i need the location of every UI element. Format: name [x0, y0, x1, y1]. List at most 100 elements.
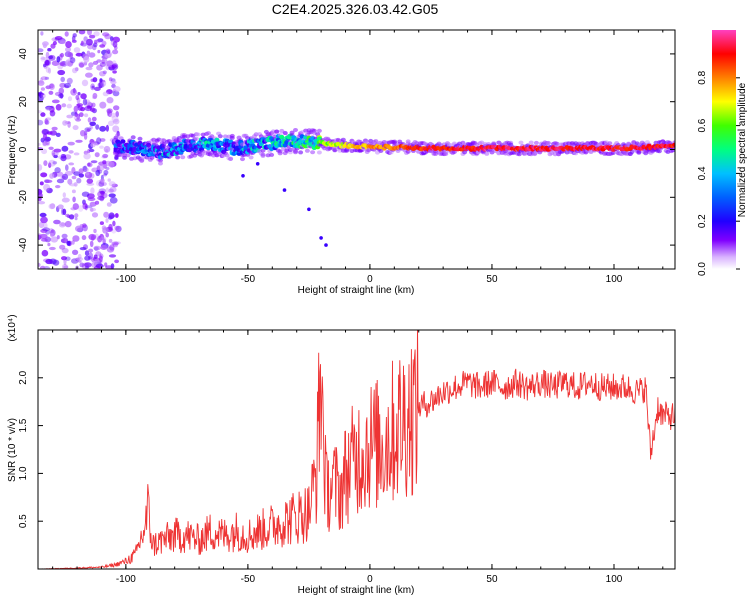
noise-cell	[38, 142, 41, 147]
noise-cell	[87, 197, 96, 202]
noise-cell	[110, 80, 117, 85]
noise-cell	[41, 249, 49, 257]
noise-cell	[40, 112, 46, 117]
ridge-halo-cell	[158, 161, 163, 166]
ridge-halo-cell	[484, 151, 490, 156]
noise-cell	[101, 58, 108, 64]
noise-cell	[105, 218, 109, 223]
noise-cell	[42, 227, 51, 232]
noise-cell	[61, 103, 67, 108]
noise-cell	[115, 225, 122, 233]
noise-cell	[92, 92, 98, 99]
noise-cell	[99, 255, 103, 263]
noise-cell	[45, 105, 53, 110]
noise-cell	[106, 89, 113, 95]
noise-cell	[72, 249, 79, 255]
noise-cell	[38, 110, 42, 114]
noise-cell	[108, 238, 113, 243]
noise-cell	[50, 43, 56, 49]
noise-cell	[49, 173, 55, 179]
noise-cell	[63, 83, 71, 88]
noise-cell	[93, 39, 98, 45]
noise-cell	[114, 213, 119, 218]
noise-cell	[44, 59, 52, 66]
ridge-halo-cell	[217, 134, 223, 139]
noise-cell	[78, 30, 86, 35]
noise-cell	[76, 177, 82, 184]
noise-cell	[108, 77, 113, 82]
noise-cell	[105, 48, 111, 54]
ridge-halo-cell	[240, 157, 245, 162]
noise-cell	[115, 111, 119, 118]
ridge-halo-cell	[460, 140, 466, 145]
stray-cell	[255, 162, 260, 166]
noise-cell	[98, 188, 107, 194]
noise-cell	[109, 244, 115, 251]
ridge-halo-cell	[516, 152, 522, 157]
noise-cell	[111, 64, 118, 69]
noise-cell	[51, 99, 60, 104]
noise-cell	[97, 49, 101, 54]
noise-cell	[99, 125, 107, 132]
noise-cell	[92, 77, 98, 83]
noise-cell	[72, 125, 79, 131]
noise-cell	[86, 128, 91, 132]
noise-cell	[72, 67, 78, 74]
ridge-halo-cell	[405, 149, 411, 154]
noise-cell	[106, 60, 114, 67]
noise-cell	[80, 130, 86, 137]
noise-cell	[68, 150, 74, 154]
noise-cell	[73, 171, 81, 176]
noise-cell	[79, 262, 85, 268]
ridge-halo-cell	[158, 158, 163, 163]
x-tick-label: 0	[367, 574, 373, 585]
x-tick-label: 100	[606, 274, 623, 285]
noise-cell	[65, 41, 72, 48]
noise-cell	[99, 44, 106, 48]
ridge-halo-cell	[137, 136, 143, 141]
noise-cell	[67, 96, 73, 102]
noise-cell	[64, 220, 72, 228]
noise-cell	[96, 137, 102, 145]
noise-cell	[86, 38, 93, 46]
noise-cell	[48, 203, 55, 210]
noise-cell	[42, 41, 49, 47]
noise-cell	[61, 208, 65, 216]
ridge-cell	[120, 139, 126, 144]
noise-cell	[88, 233, 97, 241]
noise-cell	[105, 232, 109, 238]
noise-cell	[84, 266, 90, 269]
noise-cell	[78, 62, 85, 68]
noise-cell	[104, 34, 112, 40]
noise-cell	[60, 52, 64, 58]
noise-cell	[52, 152, 59, 156]
noise-cell	[88, 248, 94, 253]
noise-cell	[114, 259, 119, 264]
noise-cell	[99, 101, 107, 109]
noise-cell	[76, 103, 84, 107]
noise-cell	[64, 121, 71, 124]
noise-cell	[48, 159, 56, 167]
ridge-halo-cell	[405, 139, 411, 144]
noise-cell	[97, 38, 104, 43]
ridge-halo-cell	[125, 153, 131, 158]
noise-cell	[50, 236, 59, 243]
noise-cell	[86, 178, 94, 184]
noise-cell	[38, 196, 42, 202]
colorbar-gradient	[712, 30, 736, 269]
noise-cell	[93, 245, 101, 251]
noise-cell	[97, 82, 105, 89]
noise-cell	[78, 112, 84, 118]
ridge-halo-cell	[122, 155, 128, 160]
stray-cell	[282, 188, 287, 192]
noise-cell	[78, 205, 84, 212]
noise-cell	[48, 55, 54, 60]
noise-cell	[99, 78, 103, 83]
noise-cell	[87, 117, 92, 123]
noise-cell	[41, 238, 48, 242]
noise-cell	[99, 236, 107, 243]
noise-cell	[58, 93, 64, 99]
noise-cell	[78, 173, 85, 178]
noise-cell	[102, 160, 107, 165]
noise-cell	[79, 247, 87, 251]
